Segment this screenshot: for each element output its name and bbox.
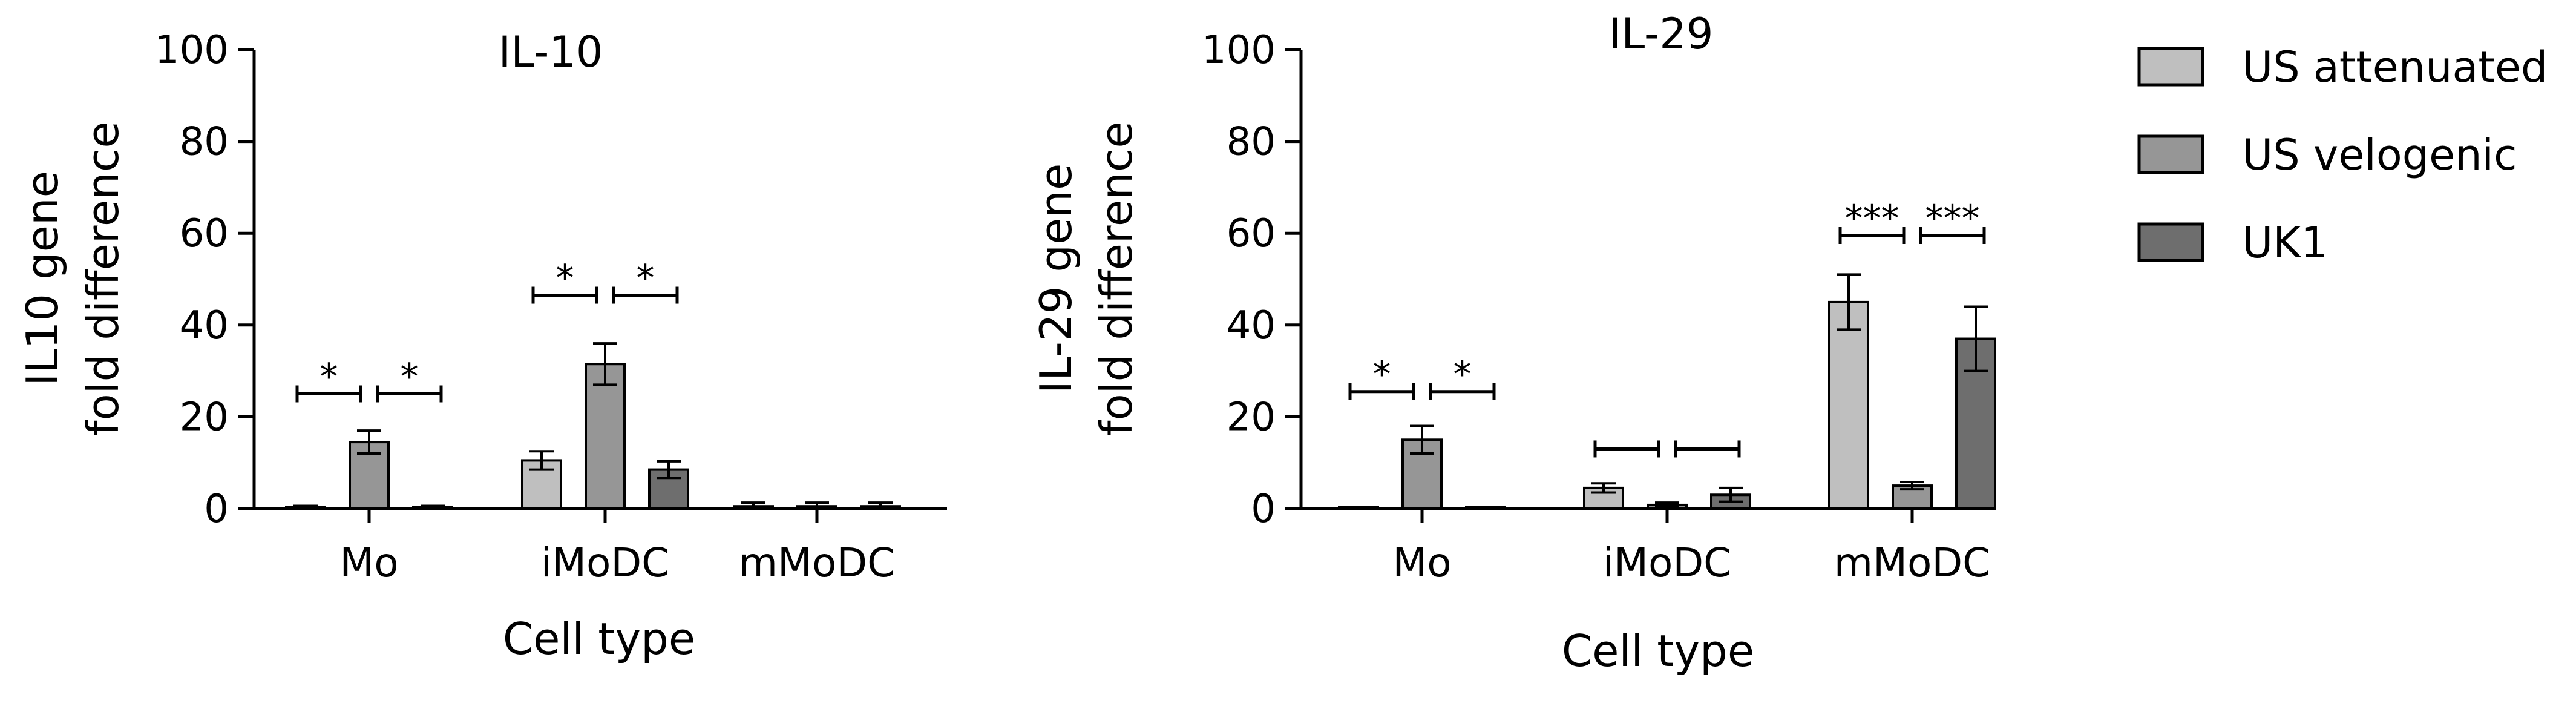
il10-error-bar [868,501,893,510]
il10-error-bar [657,460,681,480]
il10-significance-label: * [556,257,574,300]
il10-chart: 0 20 40 60 80 100 Mo iMoDC mMoDC * * * * IL-10 Cell ty… [17,27,947,664]
il29-significance-label: * [1454,354,1472,396]
il10-y-tick-label: 20 [180,395,229,440]
il29-category-label: Mo [1392,540,1451,586]
il10-y-tick-label: 60 [180,211,229,256]
il10-significance-bracket [531,286,598,304]
il10-y-tick-label: 80 [180,120,229,165]
legend-item: US velogenic [2137,130,2517,180]
il10-significance-label: * [637,257,655,300]
il29-significance-bracket [1593,440,1660,458]
il10-significance-label: * [401,356,419,398]
il29-significance-bracket [1348,383,1415,400]
legend-item: US attenuated [2137,42,2548,92]
il29-error-bar [1591,482,1616,494]
il29-error-bar [1900,481,1924,491]
il10-error-bar [357,429,381,455]
il10-error-bar [421,504,445,510]
legend-label: US attenuated [2242,42,2548,92]
il29-error-bar [1964,305,1988,372]
il10-significance-bracket [376,385,443,403]
il29-category-label: mMoDC [1834,540,1991,586]
il10-y-tick-label: 100 [155,28,229,73]
il10-error-bar [293,504,318,510]
il29-error-bar [1410,424,1434,455]
il29-significance-bracket [1919,226,1986,244]
il29-chart-title: IL-29 [1609,9,1714,59]
il29-error-bar [1655,501,1679,509]
il29-significance-label: * [1373,354,1391,396]
il29-y-tick-label: 80 [1227,120,1276,165]
legend-swatch [2137,47,2204,87]
il29-bar [1828,300,1869,510]
il29-significance-bracket [1838,226,1906,244]
il29-error-bar [1719,486,1743,503]
il29-y-tick-label: 60 [1227,211,1276,256]
legend-swatch [2137,134,2204,174]
legend-swatch [2137,222,2204,262]
il10-significance-bracket [612,286,679,304]
il10-y-tick-label: 40 [180,303,229,348]
il29-significance-bracket [1429,383,1496,400]
il29-category-label: iMoDC [1603,540,1732,586]
il10-error-bar [805,501,829,510]
il10-error-bar [593,342,617,386]
legend-item: UK1 [2137,218,2328,268]
il10-y-axis-title: IL10 gene [17,171,68,386]
il29-y-axis-title: fold difference [1091,121,1142,435]
il29-y-tick-label: 0 [1251,487,1276,532]
il10-category-label: Mo [339,540,398,586]
il29-y-tick-label: 20 [1227,395,1276,440]
il29-y-axis-title: IL-29 gene [1031,163,1081,394]
il29-significance-bracket [1674,440,1741,458]
il29-error-bar [1837,273,1861,331]
il29-y-tick-label: 40 [1227,303,1276,348]
il29-x-axis-title: Cell type [1562,625,1754,676]
il10-y-axis-title: fold difference [77,121,128,435]
il29-significance-label: *** [1845,197,1899,240]
legend-label: UK1 [2242,218,2328,268]
il29-error-bar [1346,505,1371,510]
il29-error-bar [1473,505,1498,510]
legend: US attenuated US velogenic UK1 [2137,42,2548,268]
il10-category-label: iMoDC [541,540,670,586]
il10-category-label: mMoDC [739,540,896,586]
il10-y-tick-label: 0 [204,487,229,532]
il29-significance-label: *** [1925,197,1980,240]
legend-label: US velogenic [2242,130,2517,180]
il10-significance-label: * [320,356,338,398]
il10-x-axis-title: Cell type [503,613,695,664]
il29-y-tick-label: 100 [1202,28,1276,73]
il10-error-bar [529,450,554,471]
il10-chart-title: IL-10 [499,27,603,77]
il10-error-bar [741,501,765,510]
il10-significance-bracket [295,385,362,403]
